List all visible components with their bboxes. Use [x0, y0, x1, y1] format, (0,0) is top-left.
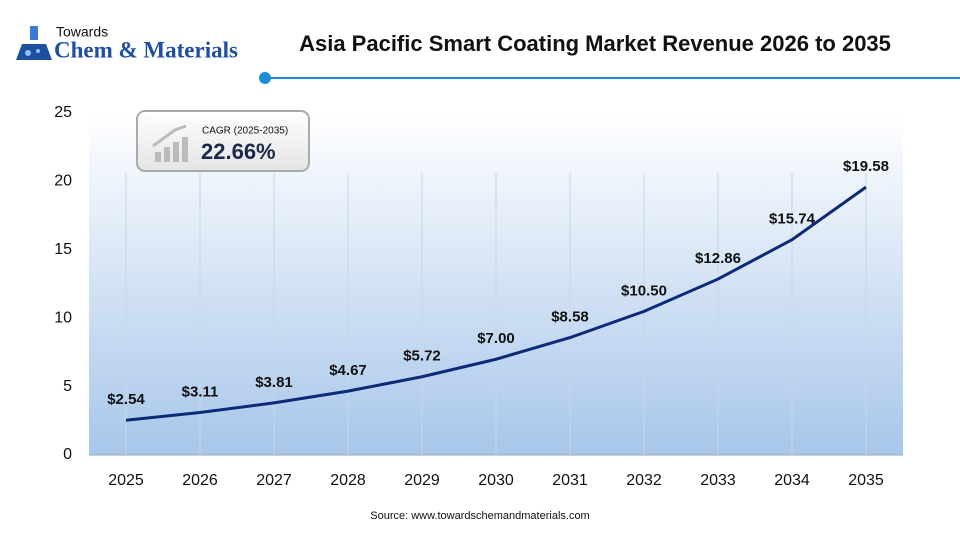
value-label: $2.54	[107, 391, 145, 408]
value-label: $3.81	[255, 374, 293, 391]
x-tick-label: 2030	[478, 472, 514, 489]
value-label: $4.67	[329, 362, 367, 379]
y-tick-label: 20	[54, 173, 72, 190]
logo-bottom: Chem & Materials	[54, 37, 238, 62]
y-tick-label: 10	[54, 309, 72, 326]
logo-top: Towards	[56, 24, 108, 40]
x-tick-label: 2031	[552, 472, 588, 489]
value-label: $15.74	[769, 211, 816, 228]
title-rule-dot	[259, 72, 271, 84]
x-tick-label: 2032	[626, 472, 662, 489]
x-tick-label: 2025	[108, 472, 144, 489]
x-tick-label: 2027	[256, 472, 292, 489]
cagr-label: CAGR (2025-2035)	[202, 126, 288, 137]
value-label: $8.58	[551, 309, 589, 326]
value-label: $5.72	[403, 348, 441, 365]
x-tick-label: 2028	[330, 472, 366, 489]
value-label: $12.86	[695, 250, 741, 267]
x-tick-label: 2035	[848, 472, 884, 489]
x-tick-label: 2029	[404, 472, 440, 489]
x-tick-label: 2034	[774, 472, 810, 489]
y-tick-label: 25	[54, 104, 72, 121]
value-label: $3.11	[182, 383, 219, 400]
source: Source: www.towardschemandmaterials.com	[370, 510, 589, 522]
x-tick-label: 2033	[700, 472, 736, 489]
chart-title: Asia Pacific Smart Coating Market Revenu…	[299, 31, 891, 56]
y-tick-label: 15	[54, 241, 72, 258]
line	[125, 185, 867, 422]
x-tick-label: 2026	[182, 472, 218, 489]
value-label: $10.50	[621, 282, 667, 299]
value-label: $7.00	[477, 330, 515, 347]
cagr-box: CAGR (2025-2035) 22.66%	[136, 110, 310, 172]
logo: Towards Chem & Materials	[16, 24, 238, 62]
y-tick-label: 0	[63, 446, 72, 463]
cagr-value: 22.66%	[201, 139, 276, 164]
value-label: $19.58	[843, 158, 889, 175]
y-tick-label: 5	[63, 378, 72, 395]
